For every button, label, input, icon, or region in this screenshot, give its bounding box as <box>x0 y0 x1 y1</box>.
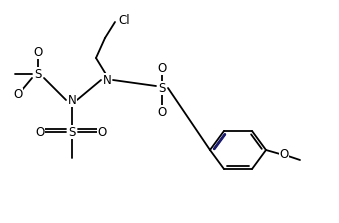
Text: O: O <box>97 126 107 138</box>
Text: S: S <box>158 81 166 95</box>
Text: N: N <box>103 74 112 87</box>
Text: O: O <box>35 126 45 138</box>
Text: N: N <box>67 93 76 107</box>
Text: S: S <box>34 68 42 81</box>
Text: O: O <box>33 45 43 58</box>
Text: O: O <box>157 62 167 74</box>
Text: O: O <box>279 149 288 161</box>
Text: O: O <box>13 89 23 101</box>
Text: Cl: Cl <box>118 14 129 27</box>
Text: S: S <box>68 126 76 138</box>
Text: O: O <box>157 105 167 118</box>
